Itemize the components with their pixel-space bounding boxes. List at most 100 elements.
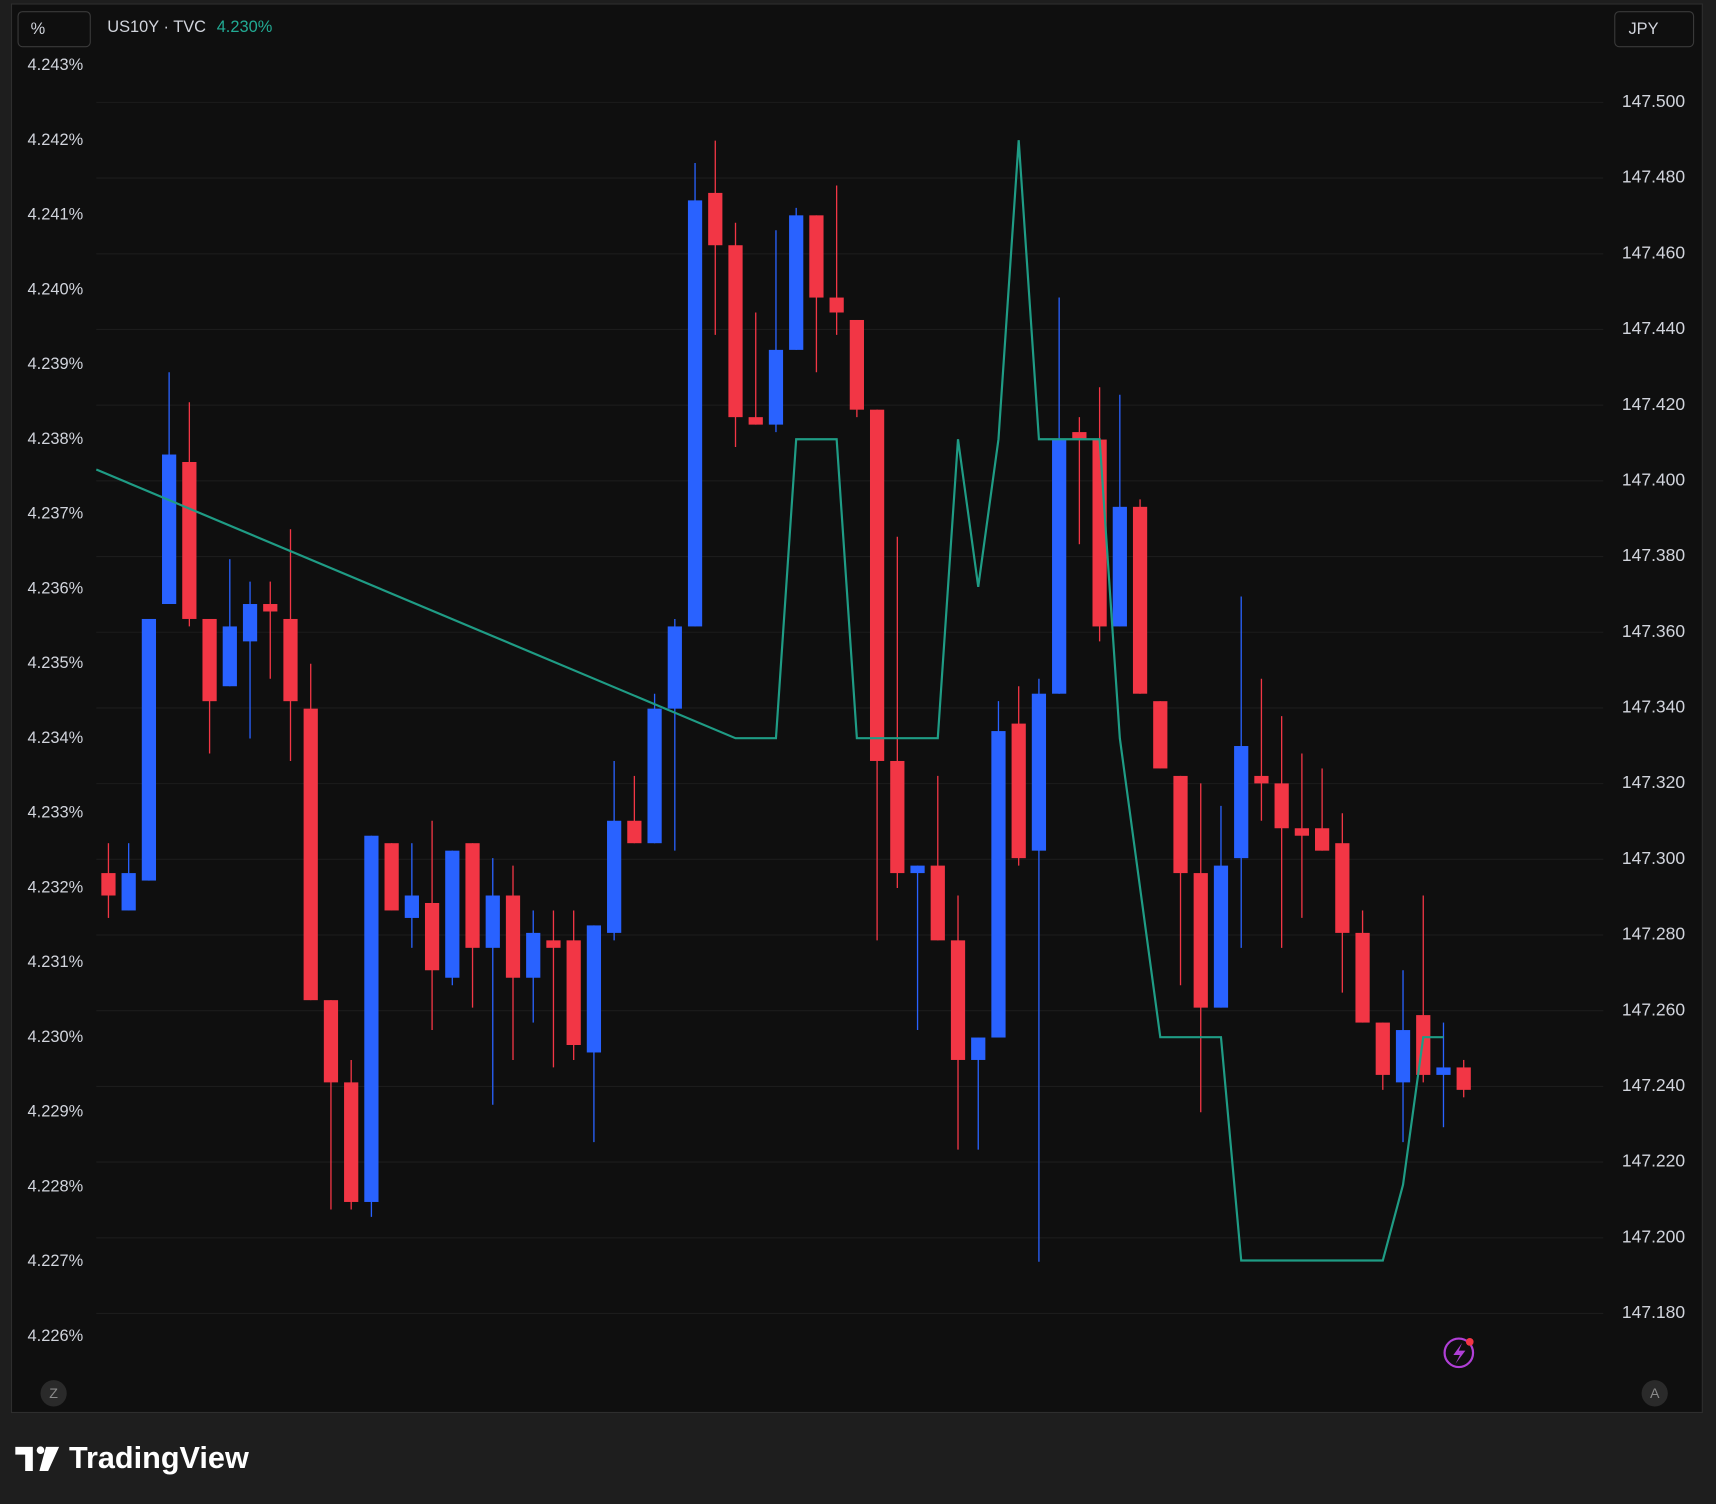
y2-tick-label: 147.200 [1622,1226,1686,1246]
candle-body [1355,932,1370,1023]
y-tick-label: 4.230% [28,1028,84,1046]
candle-body [728,245,743,418]
y2-tick-label: 147.240 [1622,1075,1686,1095]
candle-body [1092,439,1107,627]
candle-body [869,409,885,761]
candle-body [1294,828,1309,836]
candle-body [1274,783,1289,829]
candle-body [485,895,500,948]
brand-name: TradingView [69,1441,249,1475]
y2-tick-label: 147.480 [1622,167,1686,187]
candle-body [1254,775,1269,784]
candle-body [1234,746,1249,859]
y2-tick-label: 147.340 [1622,697,1686,717]
candle-body [1132,506,1148,694]
last-value: 4.230% [217,18,273,36]
brand-logo [15,1446,60,1472]
y-tick-label: 4.240% [28,280,84,298]
y2-tick-label: 147.300 [1622,848,1686,868]
candle-body [1436,1067,1451,1075]
y-tick-label: 4.229% [28,1103,84,1121]
candle-body [1314,828,1330,851]
compare-button[interactable] [1614,11,1695,48]
y-tick-label: 4.238% [28,430,84,448]
unit-button[interactable] [17,11,91,48]
candle-body [1213,865,1229,1008]
y2-tick-label: 147.220 [1622,1151,1686,1171]
candle-body [546,940,561,948]
y-tick-label: 4.234% [28,729,84,747]
y-tick-label: 4.241% [28,206,84,224]
logo-shape [15,1446,33,1472]
candle-body [465,843,480,948]
candle-body [263,604,278,612]
y-tick-label: 4.243% [28,56,84,74]
candle-body [1335,843,1350,933]
candle-body [890,760,905,874]
grid [96,101,1604,1315]
y-tick-label: 4.242% [28,131,84,149]
candle-body [930,865,945,941]
alert-icon[interactable] [1443,1337,1475,1369]
a-button[interactable] [1641,1380,1668,1407]
y-tick-label: 4.233% [28,804,84,822]
y-tick-label: 4.232% [28,878,84,896]
candle-body [586,925,602,1053]
candle-body [404,895,419,918]
candle-body [566,940,581,1046]
candle-body [687,200,703,627]
y2-tick-label: 147.360 [1622,621,1686,641]
candle-body [708,192,723,246]
y2-tick-label: 147.400 [1622,469,1686,489]
candle-body [283,618,298,702]
candle-body [748,417,763,425]
symbol-label: US10Y · TVC [107,18,206,36]
y2-tick-label: 147.320 [1622,772,1686,792]
candle-body [526,932,541,978]
alert-bolt[interactable] [1453,1342,1466,1364]
alert-dot[interactable] [1465,1338,1474,1346]
candle-body [910,865,925,874]
alert-circle[interactable] [1443,1337,1475,1369]
a-button-label[interactable]: A [1650,1386,1660,1402]
candle-body [950,940,966,1060]
z-button[interactable] [40,1380,67,1407]
y2-tick-label: 147.260 [1622,999,1686,1019]
candle-body [667,626,682,709]
y2-tick-label: 147.460 [1622,242,1686,262]
candle-body [1072,432,1087,440]
y-tick-label: 4.235% [28,654,84,672]
y2-tick-label: 147.380 [1622,545,1686,565]
candle-body [627,820,642,844]
candle-body [971,1037,986,1060]
y-tick-label: 4.237% [28,505,84,523]
candle-body [121,873,136,911]
compare-button-label[interactable]: JPY [1628,20,1658,38]
candle-body [1153,701,1168,769]
candle-body [182,461,197,619]
y-tick-label: 4.226% [28,1327,84,1345]
y2-tick-label: 147.500 [1622,91,1686,111]
unit-button-label[interactable]: % [31,20,46,38]
candle-body [445,850,460,978]
candle-body [1375,1022,1390,1075]
candle-body [364,835,379,1202]
y-tick-label: 4.227% [28,1252,84,1270]
y-tick-label: 4.231% [28,953,84,971]
candle-body [1395,1030,1411,1083]
candle-body [1052,439,1067,694]
candle-body [424,902,440,971]
candle-body [829,297,844,313]
z-button-label[interactable]: Z [49,1386,58,1402]
candle-body [607,820,622,933]
logo-shape [36,1446,45,1455]
y2-tick-label: 147.440 [1622,318,1686,338]
logo-shape [39,1446,60,1472]
y-tick-label: 4.239% [28,355,84,373]
candle-body [162,454,177,605]
candle-body [505,895,521,978]
candle-body [991,731,1006,1038]
line-series [95,140,1444,1262]
